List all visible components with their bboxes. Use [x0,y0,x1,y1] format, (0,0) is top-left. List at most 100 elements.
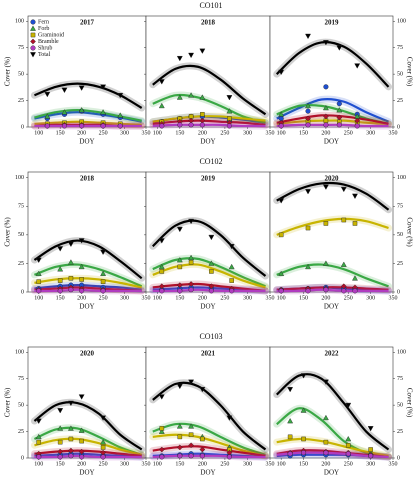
y-tick-label: 75 [18,376,24,382]
panel: 2019 100 150 200 250 300 350 DOY [144,171,275,311]
x-axis-label: DOY [324,303,339,311]
legend-label: Graminoid [38,32,64,38]
point [68,276,74,281]
point [68,436,74,442]
panel: 2020 100 150 200 250 300 350 DOY 0 25 50 75 100 Cover… [4,346,151,477]
fit-line [276,437,389,457]
panel-title: 2019 [201,175,216,183]
legend-label: Bramble [38,39,59,45]
point [287,451,293,457]
point [336,101,342,107]
fit-line [33,401,143,451]
x-tick-label: 100 [153,461,162,467]
point [44,113,51,119]
point [354,123,360,129]
point [159,123,165,129]
point [322,379,329,385]
point [57,266,64,272]
panel-title: 2022 [325,350,340,358]
point [301,450,307,456]
point [352,193,358,200]
point [159,426,165,431]
point [208,260,215,266]
point [305,189,311,195]
x-tick-label: 100 [34,130,43,136]
x-tick-label: 250 [99,295,108,301]
point [158,79,165,85]
point [67,400,74,407]
point [78,85,85,91]
x-tick-label: 200 [198,461,207,467]
point [209,269,214,274]
panel: 2022 100 150 200 250 300 350 DOY 0 25 50 75 100 Cover… [269,346,413,477]
x-tick-label: 200 [198,130,207,136]
y-axis-label: Cover (%) [4,387,12,417]
point [336,122,342,128]
x-tick-label: 300 [366,130,375,136]
point [36,454,42,460]
point [322,40,329,46]
y-tick-label: 75 [397,45,403,51]
panel-title: 2021 [201,350,216,358]
point [57,288,63,294]
point [79,277,84,282]
point [35,270,42,276]
panel: 2018 100 150 200 250 300 350 DOY 0 25 50 75 100 Cover… [4,171,151,311]
x-tick-label: 250 [99,461,108,467]
point [100,84,107,90]
x-tick-label: 200 [198,295,207,301]
point [228,263,235,270]
point [67,425,74,431]
point [305,102,311,109]
point [78,107,85,113]
y-tick-label: 25 [397,261,403,267]
point [159,269,165,274]
point [367,426,374,432]
fit-line [152,422,266,456]
fit-line [152,381,267,451]
y-tick-label: 50 [397,232,403,238]
point [35,257,42,264]
point [336,114,343,121]
point [305,108,311,114]
point [300,373,307,379]
point [354,117,361,124]
point [199,446,206,453]
point [336,45,343,51]
point [158,446,165,453]
point [61,123,68,129]
fit-line [276,181,390,211]
x-tick-label: 200 [321,130,330,136]
y-tick-label: 100 [15,175,24,181]
point [67,241,74,248]
point [78,427,85,433]
point [188,92,195,98]
fit-line [34,82,143,109]
point [117,93,124,99]
x-tick-label: 150 [56,130,65,136]
fit-line [152,64,267,116]
y-tick-label: 25 [397,429,403,435]
point [300,407,307,413]
y-tick-label: 25 [18,429,24,435]
legend-label: Shrub [38,45,52,51]
y-axis-label: Cover (%) [405,217,413,247]
x-tick-label: 300 [243,461,252,467]
point [100,279,106,284]
x-axis-label: DOY [324,138,339,146]
point [188,442,194,449]
point [208,288,214,294]
x-tick-label: 250 [344,130,353,136]
fit-line [152,445,266,457]
point [100,445,106,450]
y-tick-label: 50 [397,403,403,409]
point [229,278,234,283]
point [159,288,165,294]
point [36,439,42,445]
point [345,435,352,442]
point [352,275,358,281]
point [78,263,85,270]
point [79,123,85,129]
point [78,238,85,244]
x-tick-label: 100 [277,461,286,467]
